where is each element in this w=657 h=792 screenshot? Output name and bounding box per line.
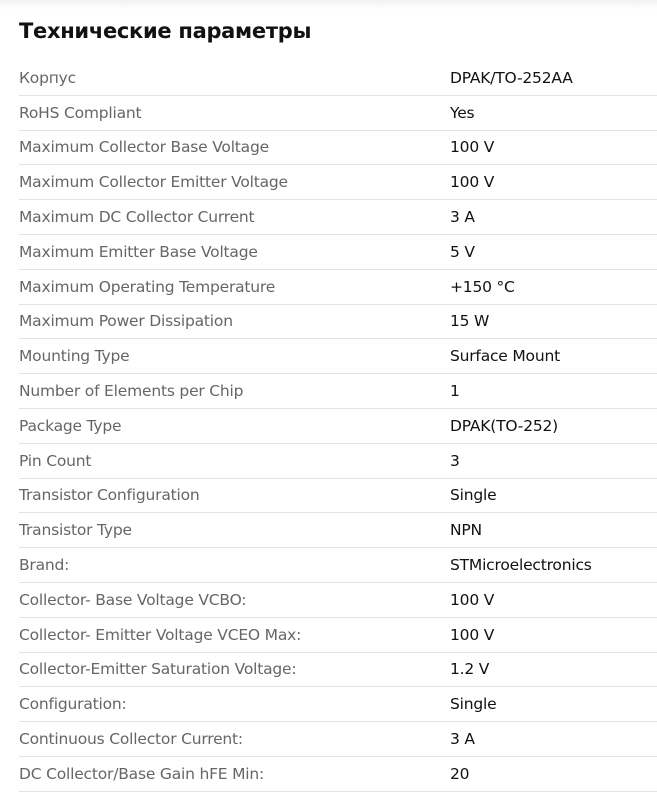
spec-row: Package Type DPAK(TO-252) [19,409,657,444]
spec-row: Transistor Type NPN [19,513,657,549]
spec-label: Transistor Type [19,521,132,540]
spec-label: Maximum Emitter Base Voltage [19,242,258,261]
spec-row: Maximum Collector Base Voltage 100 V [19,131,657,166]
spec-label: Maximum Operating Temperature [19,277,276,296]
spec-row: Maximum Operating Temperature +150 °C [19,270,657,305]
spec-value: 15 W [450,312,490,331]
spec-row: Transistor Configuration Single [19,479,657,514]
spec-row: Pin Count 3 [19,444,657,479]
spec-row: Continuous Collector Current: 3 A [19,722,657,757]
spec-value: 100 V [450,138,495,157]
spec-label: Collector- Emitter Voltage VCEO Max: [19,625,302,644]
spec-value: 3 A [450,730,475,749]
spec-value: 1.2 V [450,660,490,679]
top-shadow [0,0,657,10]
spec-row: Brand: STMicroelectronics [19,548,657,583]
spec-value: NPN [450,521,482,540]
spec-label: Configuration: [19,695,127,714]
spec-label: Collector-Emitter Saturation Voltage: [19,660,297,679]
spec-value: 3 A [450,208,475,227]
spec-label: Корпус [19,68,76,87]
spec-row: Mounting Type Surface Mount [19,339,657,375]
spec-label: Package Type [19,416,122,435]
spec-label: Number of Elements per Chip [19,382,244,401]
spec-value: 100 V [450,173,495,192]
spec-value: Single [450,695,497,714]
spec-label: Continuous Collector Current: [19,730,243,749]
spec-label: RoHS Compliant [19,103,142,122]
spec-row: Maximum DC Collector Current 3 A [19,200,657,235]
spec-label: Transistor Configuration [19,486,200,505]
spec-label: Maximum Collector Emitter Voltage [19,173,288,192]
spec-value: 20 [450,764,470,783]
spec-row: Maximum Power Dissipation 15 W [19,305,657,340]
spec-label: Mounting Type [19,347,130,366]
spec-value: STMicroelectronics [450,556,592,575]
spec-row: Collector-Emitter Saturation Voltage: 1.2… [19,653,657,688]
spec-row: Maximum Emitter Base Voltage 5 V [19,235,657,270]
spec-value: DPAK/TO-252AA [450,68,573,87]
specs-table: Корпус DPAK/TO-252AA RoHS Compliant Yes Maxi… [19,61,657,792]
section-title: Технические параметры [19,19,312,43]
spec-row: Maximum Collector Emitter Voltage 100 V [19,165,657,201]
spec-row: Collector- Base Voltage VCBO: 100 V [19,583,657,618]
spec-value: 3 [450,451,460,470]
spec-value: 5 V [450,242,475,261]
spec-value: Single [450,486,497,505]
spec-row: Корпус DPAK/TO-252AA [19,61,657,96]
spec-row: Collector- Emitter Voltage VCEO Max: 100 … [19,618,657,653]
spec-value: DPAK(TO-252) [450,416,559,435]
spec-row: Configuration: Single [19,687,657,723]
spec-value: 100 V [450,590,495,609]
spec-label: Maximum DC Collector Current [19,208,255,227]
spec-label: DC Collector/Base Gain hFE Min: [19,764,265,783]
spec-value: Yes [450,103,475,122]
spec-value: 1 [450,382,460,401]
spec-value: +150 °C [450,277,515,296]
spec-label: Maximum Power Dissipation [19,312,233,331]
spec-value: 100 V [450,625,495,644]
spec-row: RoHS Compliant Yes [19,96,657,131]
spec-row: Number of Elements per Chip 1 [19,374,657,409]
spec-label: Pin Count [19,451,92,470]
spec-label: Collector- Base Voltage VCBO: [19,590,247,609]
spec-label: Maximum Collector Base Voltage [19,138,269,157]
spec-label: Brand: [19,556,70,575]
spec-value: Surface Mount [450,347,560,366]
